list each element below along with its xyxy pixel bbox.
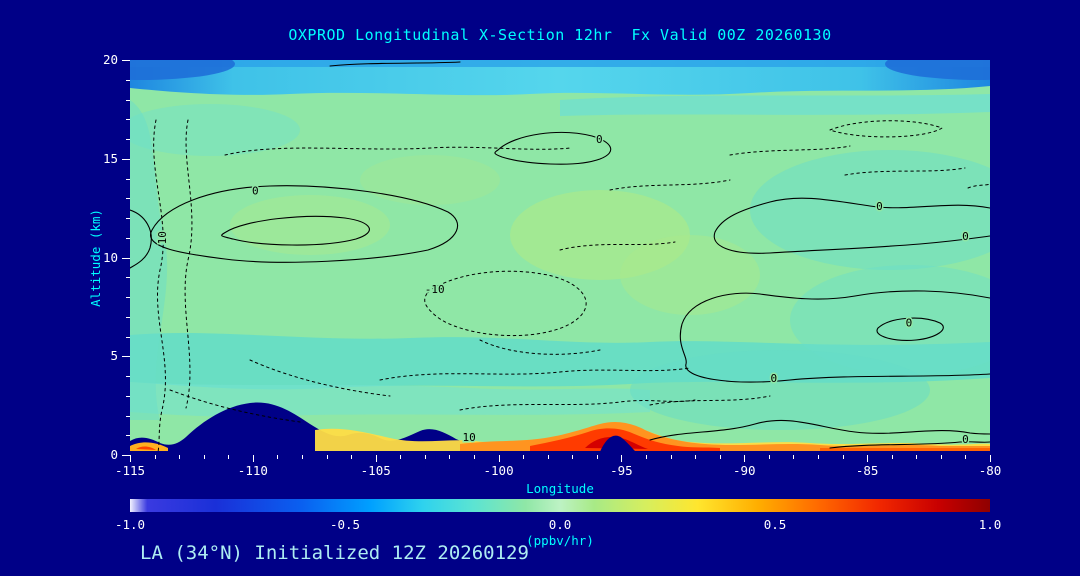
contour-label: 0 — [876, 200, 883, 213]
colorbar-tick-label: 1.0 — [978, 517, 1002, 532]
contour-field: 10 0 0 -10 0 0 0 0 10 0 — [130, 60, 990, 455]
colorbar-tick-label: 0.0 — [548, 517, 572, 532]
x-tick-label: -85 — [855, 463, 879, 478]
x-tick-label: -95 — [610, 463, 633, 478]
filled-contour-layers — [130, 60, 990, 455]
x-axis-title: Longitude — [526, 481, 594, 496]
contour-lines-solid — [130, 61, 990, 449]
y-axis-title-wrap: Altitude (km) — [88, 60, 103, 455]
colorbar-tick-label: -0.5 — [329, 517, 361, 532]
contour-label: 0 — [962, 433, 969, 446]
contour-label: -10 — [425, 283, 445, 296]
x-tick-label: -115 — [114, 463, 146, 478]
x-tick-label: -105 — [360, 463, 391, 478]
surface-hot-layer — [130, 422, 990, 455]
plot-area: 10 0 0 -10 0 0 0 0 10 0 — [130, 60, 990, 455]
contour-label: 0 — [906, 317, 913, 330]
contour-label: 10 — [462, 431, 475, 444]
y-axis-title: Altitude (km) — [88, 208, 103, 307]
contour-label: 0 — [962, 230, 969, 243]
contour-labels: 10 0 0 -10 0 0 0 0 10 0 — [154, 132, 970, 448]
x-tick-label: -110 — [237, 463, 268, 478]
contour-label: 0 — [770, 372, 777, 385]
colorbar — [130, 499, 990, 512]
x-tick-label: -90 — [732, 463, 756, 478]
run-info-text: LA (34°N) Initialized 12Z 20260129 — [140, 542, 529, 564]
colorbar-units: (ppbv/hr) — [526, 533, 594, 548]
x-tick-label: -100 — [483, 463, 514, 478]
contour-lines-dotted — [153, 119, 990, 453]
colorbar-tick-label: -1.0 — [114, 517, 146, 532]
contour-label: 0 — [252, 184, 259, 197]
contour-label: 0 — [596, 133, 603, 146]
chart-title: OXPROD Longitudinal X-Section 12hr Fx Va… — [288, 26, 832, 44]
colorbar-tick-label: 0.5 — [763, 517, 787, 532]
x-tick-label: -80 — [978, 463, 1002, 478]
contour-label: 10 — [156, 231, 169, 244]
